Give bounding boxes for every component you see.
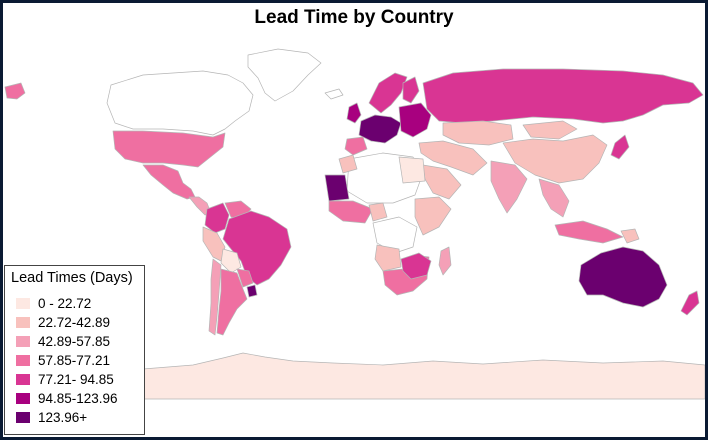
world-choropleth-map — [4, 48, 705, 400]
region-alaska — [4, 82, 26, 100]
region-brazil — [222, 210, 292, 286]
region-paraguay — [236, 268, 254, 288]
legend-label: 123.96+ — [38, 410, 88, 425]
region-middle-east — [418, 140, 488, 176]
region-bolivia — [220, 248, 242, 274]
legend-title: Lead Times (Days) — [11, 270, 133, 286]
region-mongolia — [522, 120, 578, 140]
legend-swatch — [16, 336, 30, 347]
region-antarctica — [142, 352, 705, 400]
region-united-states — [112, 130, 226, 168]
legend-label: 42.89-57.85 — [38, 334, 111, 349]
legend-item: 77.21- 94.85 — [11, 370, 138, 389]
region-colombia — [204, 202, 230, 234]
legend-label: 94.85-123.96 — [38, 391, 118, 406]
region-west-africa — [328, 200, 374, 224]
region-nigeria — [368, 202, 388, 222]
legend-item: 22.72-42.89 — [11, 313, 138, 332]
region-china — [502, 134, 608, 184]
region-saudi-arabia — [422, 164, 462, 200]
region-madagascar — [438, 246, 452, 276]
region-uk-ireland — [346, 102, 362, 124]
region-central-africa — [372, 216, 418, 254]
region-uruguay — [246, 284, 258, 298]
legend-item: 57.85-77.21 — [11, 351, 138, 370]
region-iceland — [324, 88, 344, 100]
region-greenland — [247, 48, 322, 102]
region-south-africa-east — [400, 252, 432, 280]
legend-swatch — [16, 298, 30, 309]
legend-swatch — [16, 355, 30, 366]
region-papua — [620, 228, 640, 244]
legend-label: 22.72-42.89 — [38, 315, 111, 330]
legend-swatch — [16, 412, 30, 423]
region-angola — [374, 244, 402, 272]
region-canada — [106, 70, 254, 136]
legend-label: 0 - 22.72 — [38, 296, 92, 311]
legend-swatch — [16, 374, 30, 385]
region-finland — [402, 76, 420, 104]
legend-item: 94.85-123.96 — [11, 389, 138, 408]
region-australia — [578, 246, 668, 308]
legend-item: 123.96+ — [11, 408, 138, 427]
region-new-zealand — [680, 290, 700, 316]
legend-swatch — [16, 393, 30, 404]
legend-label: 77.21- 94.85 — [38, 372, 114, 387]
region-mauritania-mali — [324, 174, 350, 202]
legend-swatch — [16, 317, 30, 328]
map-legend: Lead Times (Days) 0 - 22.72 22.72-42.89 … — [4, 265, 145, 435]
region-eastern-europe — [398, 102, 432, 138]
region-libya-egypt — [398, 156, 426, 184]
region-russia — [422, 68, 704, 124]
region-iberia — [344, 136, 368, 156]
legend-item: 42.89-57.85 — [11, 332, 138, 351]
region-southeast-asia — [538, 178, 570, 218]
region-kazakhstan — [442, 120, 514, 146]
map-title: Lead Time by Country — [254, 7, 454, 28]
region-japan — [610, 134, 630, 160]
region-chile — [208, 258, 222, 336]
legend-label: 57.85-77.21 — [38, 353, 111, 368]
region-india — [490, 160, 528, 214]
region-east-africa — [414, 196, 452, 236]
region-morocco — [338, 154, 358, 174]
region-indonesia — [554, 220, 624, 244]
region-western-europe — [358, 114, 402, 144]
region-argentina — [216, 268, 248, 336]
legend-item: 0 - 22.72 — [11, 294, 138, 313]
region-mexico — [142, 164, 196, 200]
